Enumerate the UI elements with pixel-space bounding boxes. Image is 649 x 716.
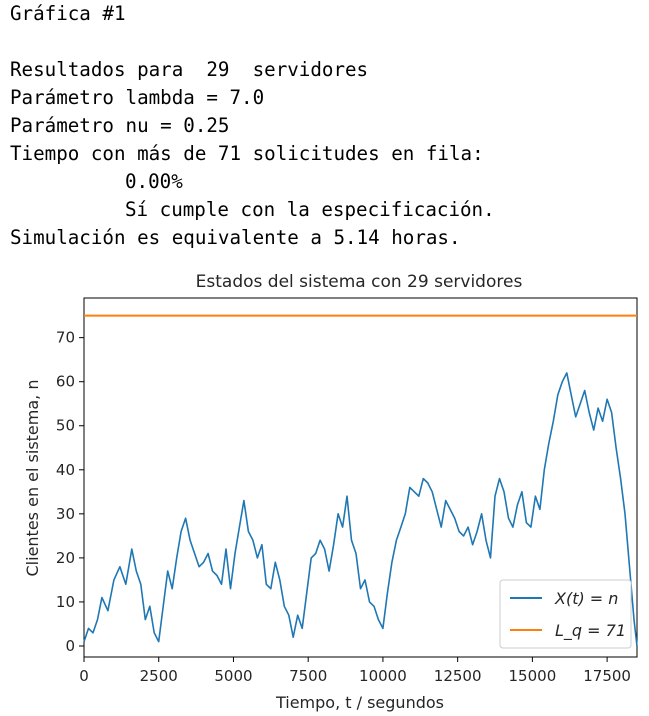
x-axis: 0 2500 5000 7500 10000 12500 15000 17500 <box>79 657 631 685</box>
y-tick-label: 20 <box>56 549 75 567</box>
plot-lines <box>83 314 638 647</box>
x-tick-label: 10000 <box>359 667 407 685</box>
y-tick-label: 70 <box>56 329 75 347</box>
y-tick-label: 30 <box>56 505 75 523</box>
output-heading: Gráfica #1 <box>10 2 126 25</box>
y-tick-label: 60 <box>56 373 75 391</box>
y-tick-label: 0 <box>65 637 75 655</box>
output-line-servers: Resultados para 29 servidores <box>10 58 369 81</box>
output-line-nu: Parámetro nu = 0.25 <box>10 114 230 137</box>
output-line-time-over: Tiempo con más de 71 solicitudes en fila… <box>10 142 484 165</box>
y-axis: 0 10 20 30 40 50 60 70 <box>56 329 84 655</box>
y-tick-label: 40 <box>56 461 75 479</box>
x-tick-label: 7500 <box>289 667 327 685</box>
chart-title: Estados del sistema con 29 servidores <box>196 272 523 292</box>
cell-output: Gráfica #1 Resultados para 29 servidores… <box>10 0 640 252</box>
legend-label-lq: L_q = 71 <box>555 621 626 641</box>
output-line-percent: 0.00% <box>125 170 183 193</box>
legend: X(t) = n L_q = 71 <box>499 579 632 649</box>
x-tick-label: 5000 <box>214 667 252 685</box>
blank-line <box>10 28 640 56</box>
x-tick-label: 12500 <box>434 667 482 685</box>
plot-area <box>83 297 638 658</box>
y-tick-label: 10 <box>56 593 75 611</box>
x-tick-label: 17500 <box>583 667 631 685</box>
y-tick-label: 50 <box>56 417 75 435</box>
output-line-spec: Sí cumple con la especificación. <box>125 198 495 221</box>
x-tick-label: 2500 <box>140 667 178 685</box>
output-line-hours: Simulación es equivalente a 5.14 horas. <box>10 226 461 249</box>
legend-label-x: X(t) = n <box>554 589 618 608</box>
series-line-x <box>83 372 638 647</box>
chart: Estados del sistema con 29 servidores 0 1… <box>23 272 638 712</box>
y-axis-label: Clientes en el sistema, n <box>23 380 42 577</box>
x-axis-label: Tiempo, t / segundos <box>275 693 444 712</box>
output-line-lambda: Parámetro lambda = 7.0 <box>10 86 265 109</box>
x-tick-label: 15000 <box>509 667 557 685</box>
x-tick-label: 0 <box>79 667 89 685</box>
